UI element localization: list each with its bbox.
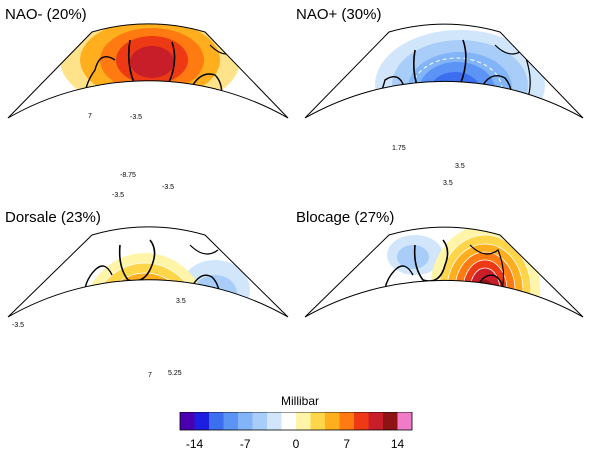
colorbar-swatch [354,412,369,430]
colorbar-swatch [180,412,195,430]
contour-label: 5.25 [168,370,182,377]
colorbar-tick-label: 14 [391,437,405,451]
colorbar-swatch [339,412,355,430]
colorbar-swatch [209,412,224,430]
contour-labels: -3.5 -3.5 -8.75 -3.5 7 [88,112,176,199]
contour-label: 1.75 [392,145,406,152]
colorbar-swatch [383,412,398,430]
panel-title: NAO+ (30%) [296,6,382,23]
colorbar-tick-label: 7 [343,437,350,451]
blocage-map [304,226,584,318]
colorbar-tick-label: 0 [293,437,300,451]
contour-label: -3.5 [12,322,24,329]
contour-labels: 3.5 7 5.25 -3.5 [12,298,186,379]
dorsale-map: 3.5 7 5.25 -3.5 [7,226,289,379]
panel-nao-minus: NAO- (20%) [0,0,295,200]
colorbar-swatch [281,412,297,430]
colorbar-swatch [296,412,311,430]
panel-title: Blocage (27%) [296,209,395,226]
panel-nao-plus: NAO+ (30%) 1.7 [295,0,590,200]
colorbar-swatch [368,412,384,430]
panel-blocage: Blocage (27%) [295,205,590,395]
contour-label: -3.5 [130,114,142,121]
panel-dorsale: Dorsale (23%) [0,205,295,395]
nao-minus-map: -3.5 -3.5 -8.75 -3.5 7 [7,23,289,199]
colorbar-swatch [194,412,210,430]
colorbar-swatch [397,412,413,430]
colorbar-swatches [179,412,413,431]
contour-label: 3.5 [443,180,453,187]
legend-title: Millibar [280,394,319,408]
colorbar-swatch [267,412,282,430]
contour-label: 3.5 [455,163,465,170]
colorbar-swatch [238,412,253,430]
nao-plus-map: 1.75 3.5 3.5 [304,23,584,187]
colorbar-tick-label: -14 [186,437,204,451]
panel-title: Dorsale (23%) [5,209,101,226]
colorbar-swatch [252,412,268,430]
contour-label: -3.5 [162,184,174,191]
contour-label: -3.5 [112,192,124,199]
panel-title: NAO- (20%) [5,6,87,23]
contour-label: 7 [88,113,92,120]
colorbar: -14 -7 0 7 14 [179,412,413,451]
colorbar-swatch [310,412,326,430]
contour-labels: 1.75 3.5 3.5 [392,145,465,187]
colorbar-ticks: -14 -7 0 7 14 [186,437,405,451]
contour-label: 3.5 [176,298,186,305]
colorbar-swatch [325,412,340,430]
colorbar-swatch [223,412,239,430]
colorbar-tick-label: -7 [240,437,251,451]
contour-label: 7 [148,372,152,379]
contour-label: -8.75 [120,172,136,179]
